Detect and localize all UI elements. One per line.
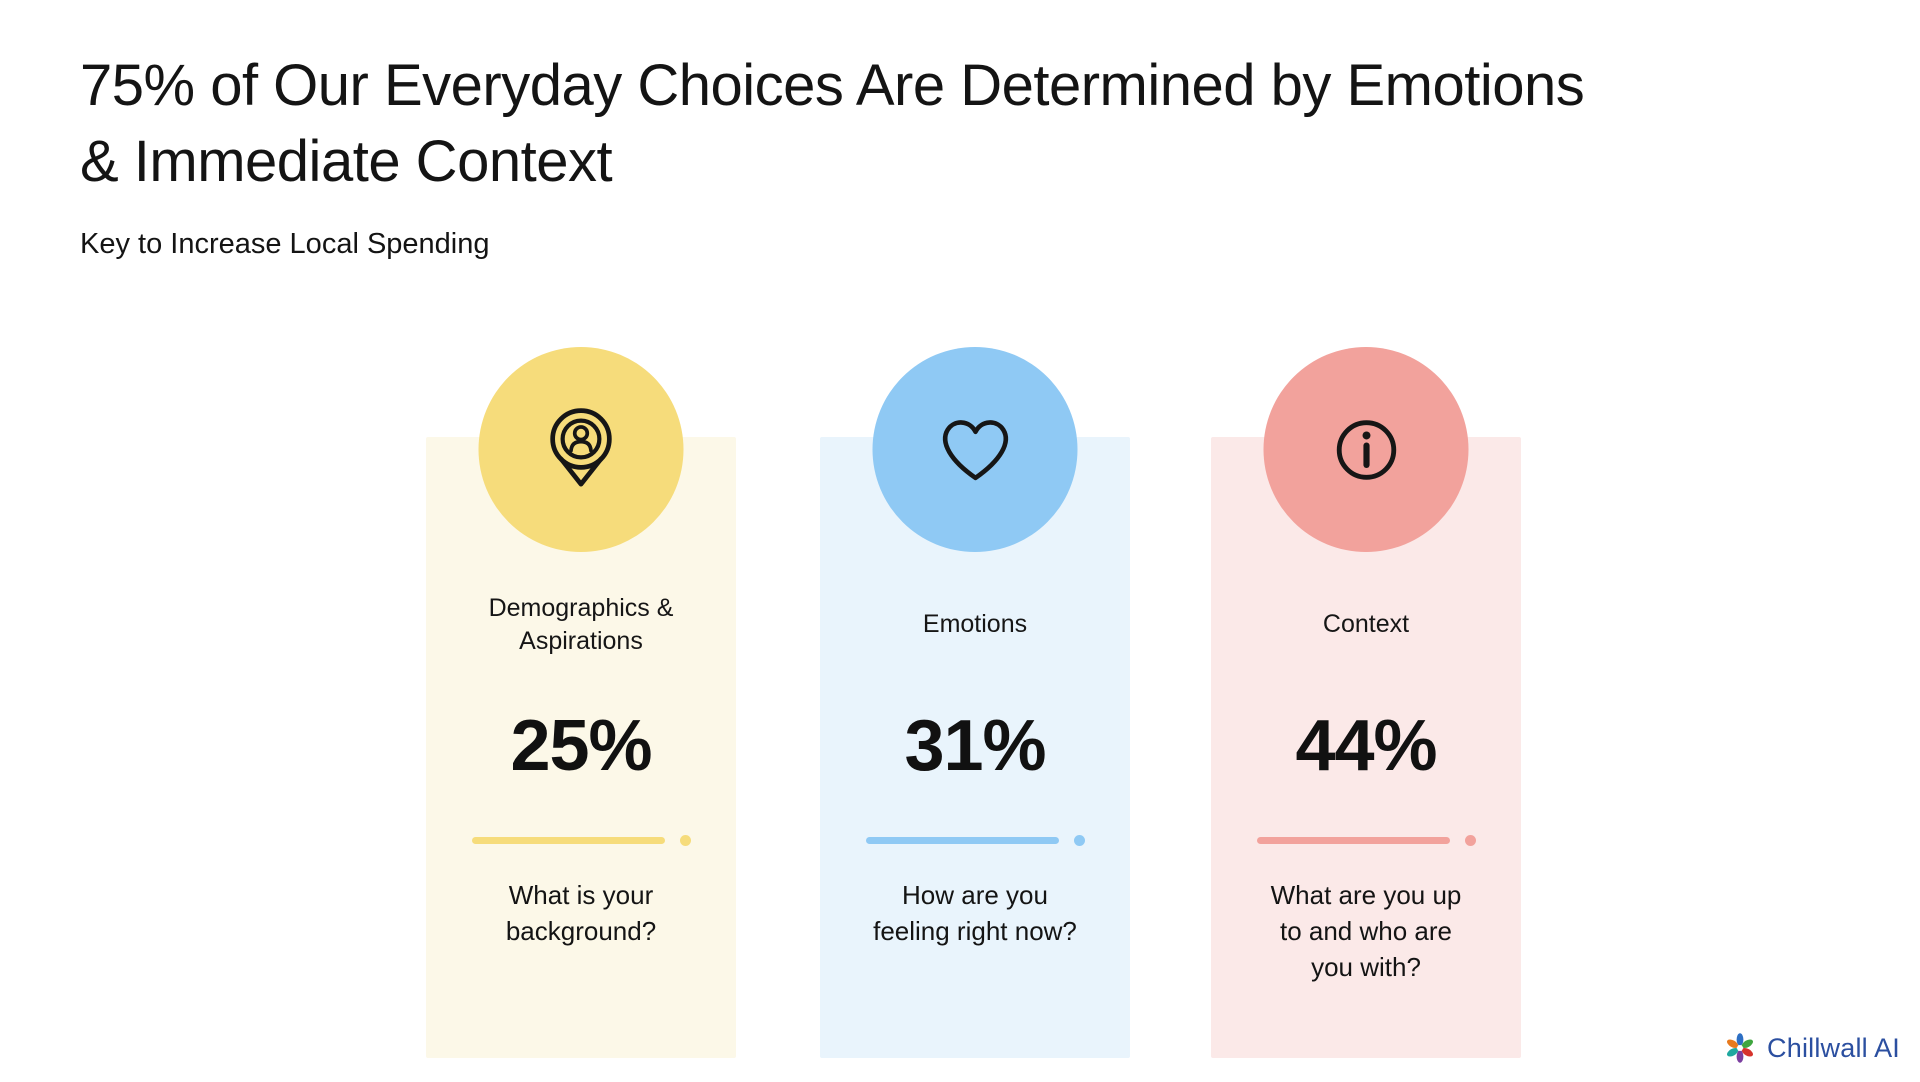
- page-title-line-2: & Immediate Context: [80, 129, 613, 194]
- page-subtitle: Key to Increase Local Spending: [80, 228, 490, 260]
- card-label: Demographics & Aspirations: [488, 593, 674, 655]
- stat-card-demographics: Demographics & Aspirations 25% What is y…: [426, 347, 736, 1058]
- page-title-line-1: 75% of Our Everyday Choices Are Determin…: [80, 53, 1585, 118]
- card-divider: [820, 835, 1130, 846]
- card-label: Emotions: [922, 610, 1028, 638]
- info-icon: [1336, 419, 1396, 480]
- icon-circle-emotions: [872, 347, 1078, 552]
- card-label: Context: [1322, 610, 1410, 638]
- card-divider: [426, 835, 736, 846]
- divider-line: [471, 837, 665, 844]
- divider-dot: [1464, 835, 1476, 846]
- divider-line: [1256, 837, 1450, 844]
- card-value: 25%: [510, 706, 652, 786]
- card-question: What are you up to and who are you with?: [1270, 880, 1462, 982]
- icon-circle-demographics: [478, 347, 684, 552]
- divider-line: [865, 837, 1059, 844]
- logo-text: Chillwall AI: [1767, 1032, 1900, 1063]
- person-location-pin-icon: [550, 408, 612, 487]
- stat-card-emotions: Emotions 31% How are you feeling right n…: [820, 347, 1130, 1058]
- card-divider: [1211, 835, 1521, 846]
- card-value: 31%: [904, 706, 1046, 786]
- card-question: How are you feeling right now?: [873, 880, 1077, 946]
- chillwall-logo: Chillwall AI: [1722, 1030, 1900, 1066]
- divider-dot: [1073, 835, 1085, 846]
- divider-dot: [679, 835, 691, 846]
- heart-icon: [942, 419, 1008, 480]
- card-value: 44%: [1295, 706, 1437, 786]
- chillwall-brain-icon: [1727, 1033, 1754, 1063]
- card-question: What is your background?: [505, 880, 657, 946]
- stat-card-context: Context 44% What are you up to and who a…: [1211, 347, 1521, 1058]
- icon-circle-context: [1263, 347, 1469, 552]
- header: 75% of Our Everyday Choices Are Determin…: [80, 48, 1585, 261]
